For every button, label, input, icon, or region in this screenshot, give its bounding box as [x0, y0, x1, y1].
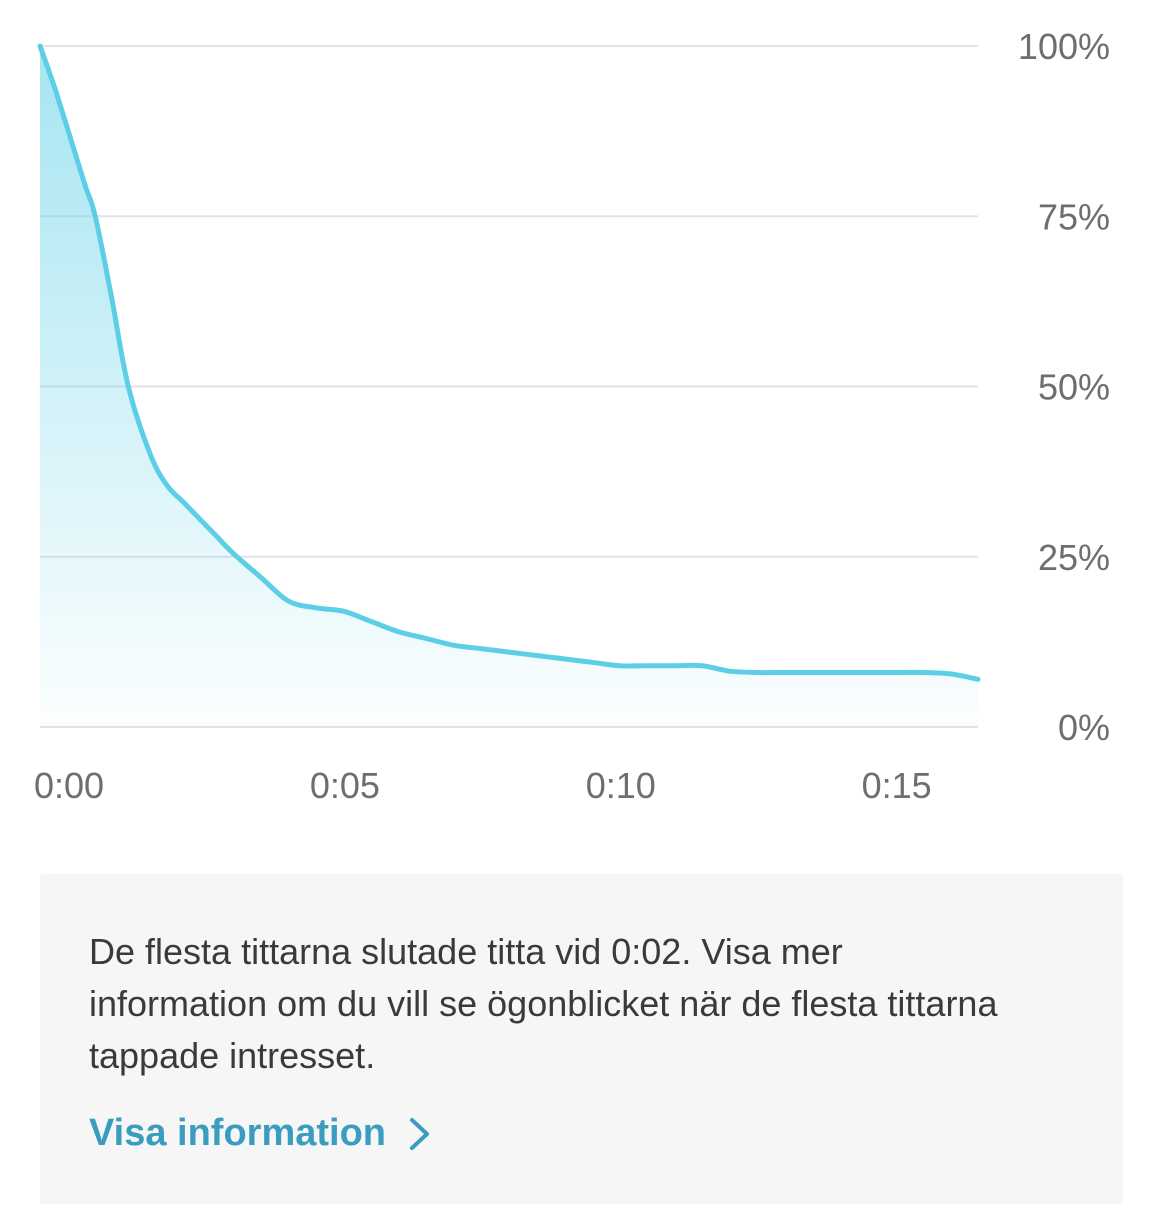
x-axis-labels: 0:00 0:05 0:10 0:15: [34, 765, 932, 806]
retention-area-fill: [40, 46, 978, 727]
audience-retention-chart: 100% 75% 50% 25% 0% 0:00 0:05 0:10 0:15: [34, 26, 1110, 806]
x-tick-label: 0:00: [34, 765, 104, 806]
y-tick-label: 50%: [1038, 367, 1110, 408]
insight-text: De flesta tittarna slutade titta vid 0:0…: [89, 931, 998, 1076]
show-information-label: Visa information: [89, 1112, 387, 1154]
y-tick-label: 25%: [1038, 537, 1110, 578]
retention-line: [37, 43, 981, 682]
y-tick-label: 100%: [1018, 26, 1110, 67]
x-tick-label: 0:05: [310, 765, 380, 806]
chevron-right-icon: [410, 1117, 430, 1150]
y-tick-label: 75%: [1038, 196, 1110, 237]
x-tick-label: 0:10: [586, 765, 656, 806]
show-information-link[interactable]: Visa information: [89, 1112, 432, 1155]
x-tick-label: 0:15: [862, 765, 932, 806]
y-axis-labels: 100% 75% 50% 25% 0%: [1018, 26, 1110, 748]
y-tick-label: 0%: [1058, 707, 1110, 748]
insight-card: De flesta tittarna slutade titta vid 0:0…: [40, 874, 1123, 1204]
